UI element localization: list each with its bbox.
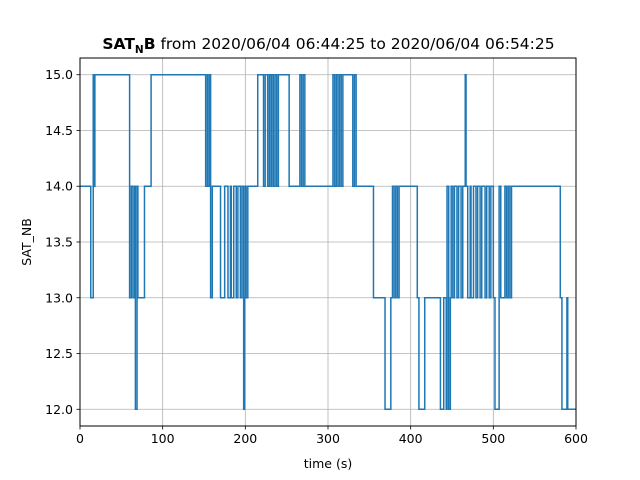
x-tick-label: 200 <box>233 431 257 446</box>
title-bold-main: SAT <box>102 35 135 53</box>
x-tick-label: 600 <box>564 431 588 446</box>
series-line <box>80 73 576 411</box>
y-axis-label: SAT_NB <box>19 218 34 266</box>
y-tick-label: 13.5 <box>45 235 73 250</box>
y-tick-label: 14.0 <box>45 179 73 194</box>
series-layer <box>80 73 576 411</box>
chart-title: SATNB from 2020/06/04 06:44:25 to 2020/0… <box>102 35 554 56</box>
ticks: 0 100 200 300 400 500 600 12.0 12.5 13.0 13.5 14.0 1… <box>45 67 588 446</box>
x-tick-label: 0 <box>76 431 84 446</box>
x-tick-label: 500 <box>481 431 505 446</box>
y-tick-label: 12.5 <box>45 346 73 361</box>
title-rest: from 2020/06/04 06:44:25 to 2020/06/04 0… <box>156 35 555 53</box>
title-bold-after: B <box>144 35 156 53</box>
y-tick-label: 12.0 <box>45 402 73 417</box>
x-tick-label: 300 <box>316 431 340 446</box>
y-tick-label: 13.0 <box>45 290 73 305</box>
y-tick-label: 15.0 <box>45 67 73 82</box>
title-bold-subscript: N <box>135 44 144 56</box>
x-tick-label: 100 <box>151 431 175 446</box>
y-tick-label: 14.5 <box>45 123 73 138</box>
x-tick-label: 400 <box>399 431 423 446</box>
x-axis-label: time (s) <box>304 456 352 471</box>
